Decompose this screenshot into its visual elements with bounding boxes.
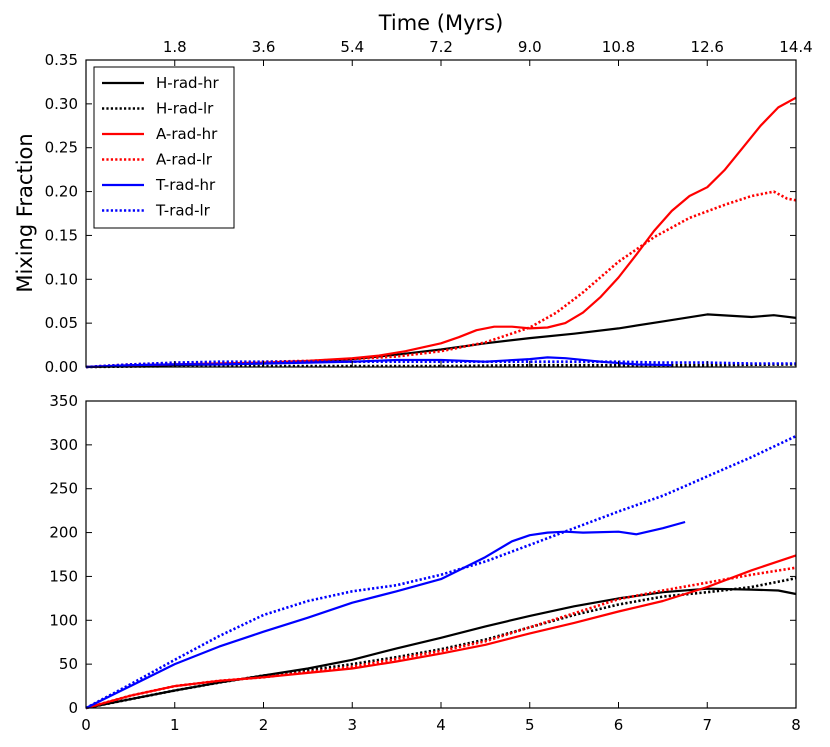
top-ytick-label: 0.10 — [45, 270, 78, 288]
top-secondary-tick-label: 1.8 — [163, 38, 187, 56]
bottom-xtick-label: 5 — [525, 716, 535, 734]
bottom-panel: 0 50 100 150 200 250 300 350 0 1 2 3 4 5 6 7 8 — [49, 392, 800, 734]
bottom-y-axis: 0 50 100 150 200 250 300 350 — [49, 392, 796, 717]
top-ytick-label: 0.25 — [45, 139, 78, 157]
bottom-xtick-label: 1 — [170, 716, 180, 734]
bottom-ytick-label: 150 — [49, 567, 78, 585]
bottom-ytick-label: 100 — [49, 611, 78, 629]
legend-label-h-rad-hr: H-rad-hr — [156, 74, 219, 92]
top-ytick-label: 0.05 — [45, 314, 78, 332]
top-secondary-tick-label: 9.0 — [518, 38, 542, 56]
top-ytick-label: 0.30 — [45, 95, 78, 113]
top-secondary-axis: 1.8 3.6 5.4 7.2 9.0 10.8 12.6 14.4 — [163, 38, 813, 66]
bottom-ytick-label: 250 — [49, 480, 78, 498]
top-secondary-tick-label: 7.2 — [429, 38, 453, 56]
legend-label-t-rad-lr: T-rad-lr — [155, 202, 211, 220]
bottom-xtick-label: 4 — [436, 716, 446, 734]
top-ytick-label: 0.00 — [45, 358, 78, 376]
bottom-series-t-rad-lr — [85, 434, 797, 710]
bottom-xtick-label: 0 — [81, 716, 91, 734]
bottom-xtick-label: 6 — [614, 716, 624, 734]
top-x-ticks — [85, 361, 797, 367]
top-secondary-tick-label: 10.8 — [602, 38, 635, 56]
bottom-series-h-rad-lr — [85, 576, 797, 710]
top-series-h-rad-lr — [85, 363, 797, 369]
bottom-xtick-label: 7 — [702, 716, 712, 734]
top-secondary-tick-label: 14.4 — [779, 38, 812, 56]
top-secondary-tick-label: 12.6 — [691, 38, 724, 56]
y-axis-title: Mixing Fraction — [13, 133, 37, 292]
bottom-series-layer — [85, 434, 797, 710]
bottom-series-a-rad-hr — [85, 554, 797, 710]
bottom-ytick-label: 50 — [59, 655, 78, 673]
bottom-ytick-label: 350 — [49, 392, 78, 410]
top-series-a-rad-hr — [85, 96, 797, 369]
bottom-ytick-label: 300 — [49, 436, 78, 454]
top-secondary-tick-label: 3.6 — [252, 38, 276, 56]
bottom-xtick-label: 3 — [347, 716, 357, 734]
top-ytick-label: 0.15 — [45, 226, 78, 244]
bottom-ytick-label: 0 — [68, 699, 78, 717]
top-ytick-label: 0.35 — [45, 51, 78, 69]
bottom-xtick-label: 2 — [259, 716, 269, 734]
legend-label-h-rad-lr: H-rad-lr — [156, 100, 214, 118]
top-ytick-label: 0.20 — [45, 183, 78, 201]
top-y-axis: 0.00 0.05 0.10 0.15 0.20 0.25 0.30 0.35 — [45, 51, 796, 376]
top-series-t-rad-hr — [85, 356, 672, 369]
bottom-x-axis: 0 1 2 3 4 5 6 7 8 — [81, 702, 801, 734]
bottom-xtick-label: 8 — [791, 716, 801, 734]
legend-label-t-rad-hr: T-rad-hr — [155, 176, 216, 194]
legend-box — [93, 66, 235, 229]
top-secondary-tick-label: 5.4 — [340, 38, 364, 56]
legend-label-a-rad-hr: A-rad-hr — [156, 125, 218, 143]
top-axis-title: Time (Myrs) — [378, 11, 504, 35]
bottom-ytick-label: 200 — [49, 524, 78, 542]
legend: H-rad-hr H-rad-lr A-rad-hr A-rad-lr T-rad-hr… — [93, 66, 235, 229]
legend-label-a-rad-lr: A-rad-lr — [156, 151, 213, 169]
top-series-layer — [85, 96, 797, 369]
top-panel: 0.00 0.05 0.10 0.15 0.20 0.25 0.30 0.35 1.8 3.6 5… — [13, 11, 813, 376]
bottom-series-t-rad-hr — [85, 520, 686, 709]
